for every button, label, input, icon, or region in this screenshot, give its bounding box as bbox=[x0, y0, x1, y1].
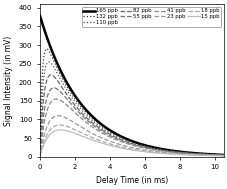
Legend: 165 ppb, 132 ppb, 110 ppb, 82 ppb, 55 ppb, 41 ppb, 23 ppb, 18 ppb, 15 ppb: 165 ppb, 132 ppb, 110 ppb, 82 ppb, 55 pp… bbox=[81, 7, 220, 27]
Y-axis label: Signal Intensity (in mV): Signal Intensity (in mV) bbox=[4, 35, 13, 125]
X-axis label: Delay Time (in ms): Delay Time (in ms) bbox=[95, 176, 167, 185]
